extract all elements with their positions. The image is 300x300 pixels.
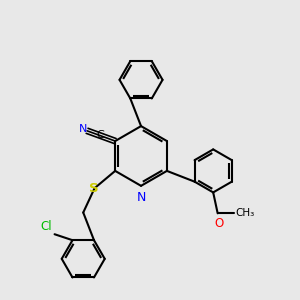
Text: C: C [97, 130, 104, 140]
Text: Cl: Cl [40, 220, 52, 233]
Text: O: O [214, 217, 224, 230]
Text: S: S [89, 182, 99, 195]
Text: N: N [79, 124, 87, 134]
Text: CH₃: CH₃ [236, 208, 255, 218]
Text: N: N [136, 191, 146, 204]
